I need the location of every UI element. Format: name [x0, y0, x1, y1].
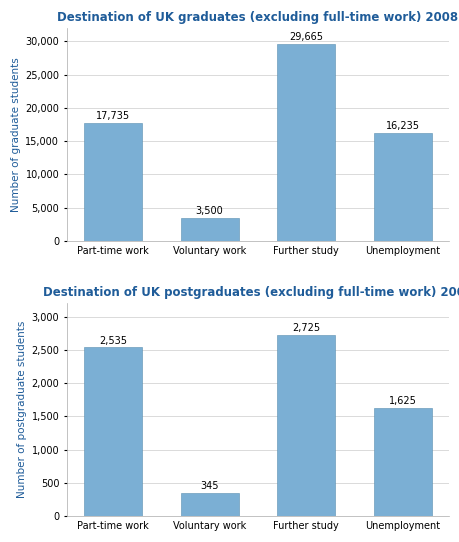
Y-axis label: Number of graduate students: Number of graduate students: [11, 57, 21, 212]
Bar: [277, 335, 334, 516]
Bar: [84, 123, 142, 241]
Text: 2,535: 2,535: [99, 335, 127, 346]
Text: 345: 345: [200, 481, 218, 492]
Text: 1,625: 1,625: [388, 396, 415, 406]
Bar: [180, 217, 238, 241]
Text: 3,500: 3,500: [196, 206, 223, 216]
Bar: [180, 493, 238, 516]
Title: Destination of UK postgraduates (excluding full-time work) 2008: Destination of UK postgraduates (excludi…: [43, 286, 459, 299]
Text: 29,665: 29,665: [289, 32, 322, 42]
Text: 17,735: 17,735: [96, 111, 130, 121]
Text: 16,235: 16,235: [385, 121, 419, 131]
Bar: [373, 408, 431, 516]
Title: Destination of UK graduates (excluding full-time work) 2008: Destination of UK graduates (excluding f…: [57, 11, 458, 24]
Text: 2,725: 2,725: [291, 323, 319, 333]
Bar: [84, 347, 142, 516]
Y-axis label: Number of postgraduate students: Number of postgraduate students: [17, 321, 27, 498]
Bar: [373, 133, 431, 241]
Bar: [277, 43, 334, 241]
